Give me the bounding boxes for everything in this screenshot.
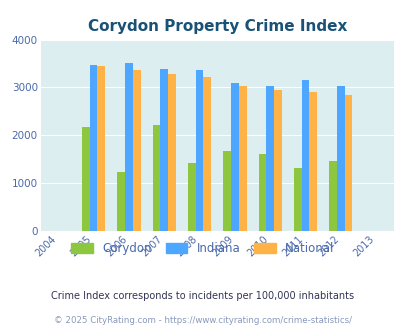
Bar — [336, 85, 344, 231]
Text: © 2025 CityRating.com - https://www.cityrating.com/crime-statistics/: © 2025 CityRating.com - https://www.city… — [54, 316, 351, 325]
Text: Crime Index corresponds to incidents per 100,000 inhabitants: Crime Index corresponds to incidents per… — [51, 291, 354, 301]
Bar — [82, 127, 90, 231]
Bar — [188, 163, 195, 231]
Bar — [117, 172, 125, 231]
Bar — [223, 150, 230, 231]
Bar — [152, 125, 160, 231]
Bar — [238, 85, 246, 231]
Bar — [195, 70, 203, 231]
Bar — [230, 83, 238, 231]
Bar — [266, 85, 273, 231]
Title: Corydon Property Crime Index: Corydon Property Crime Index — [87, 19, 346, 34]
Bar — [168, 74, 175, 231]
Bar — [309, 92, 316, 231]
Bar — [273, 90, 281, 231]
Bar — [328, 161, 336, 231]
Bar — [160, 69, 168, 231]
Bar — [125, 63, 132, 231]
Bar — [132, 70, 140, 231]
Bar — [97, 66, 105, 231]
Bar — [301, 80, 309, 231]
Bar — [344, 95, 352, 231]
Bar — [203, 78, 211, 231]
Bar — [293, 168, 301, 231]
Bar — [90, 65, 97, 231]
Legend: Corydon, Indiana, National: Corydon, Indiana, National — [66, 237, 339, 260]
Bar — [258, 154, 266, 231]
